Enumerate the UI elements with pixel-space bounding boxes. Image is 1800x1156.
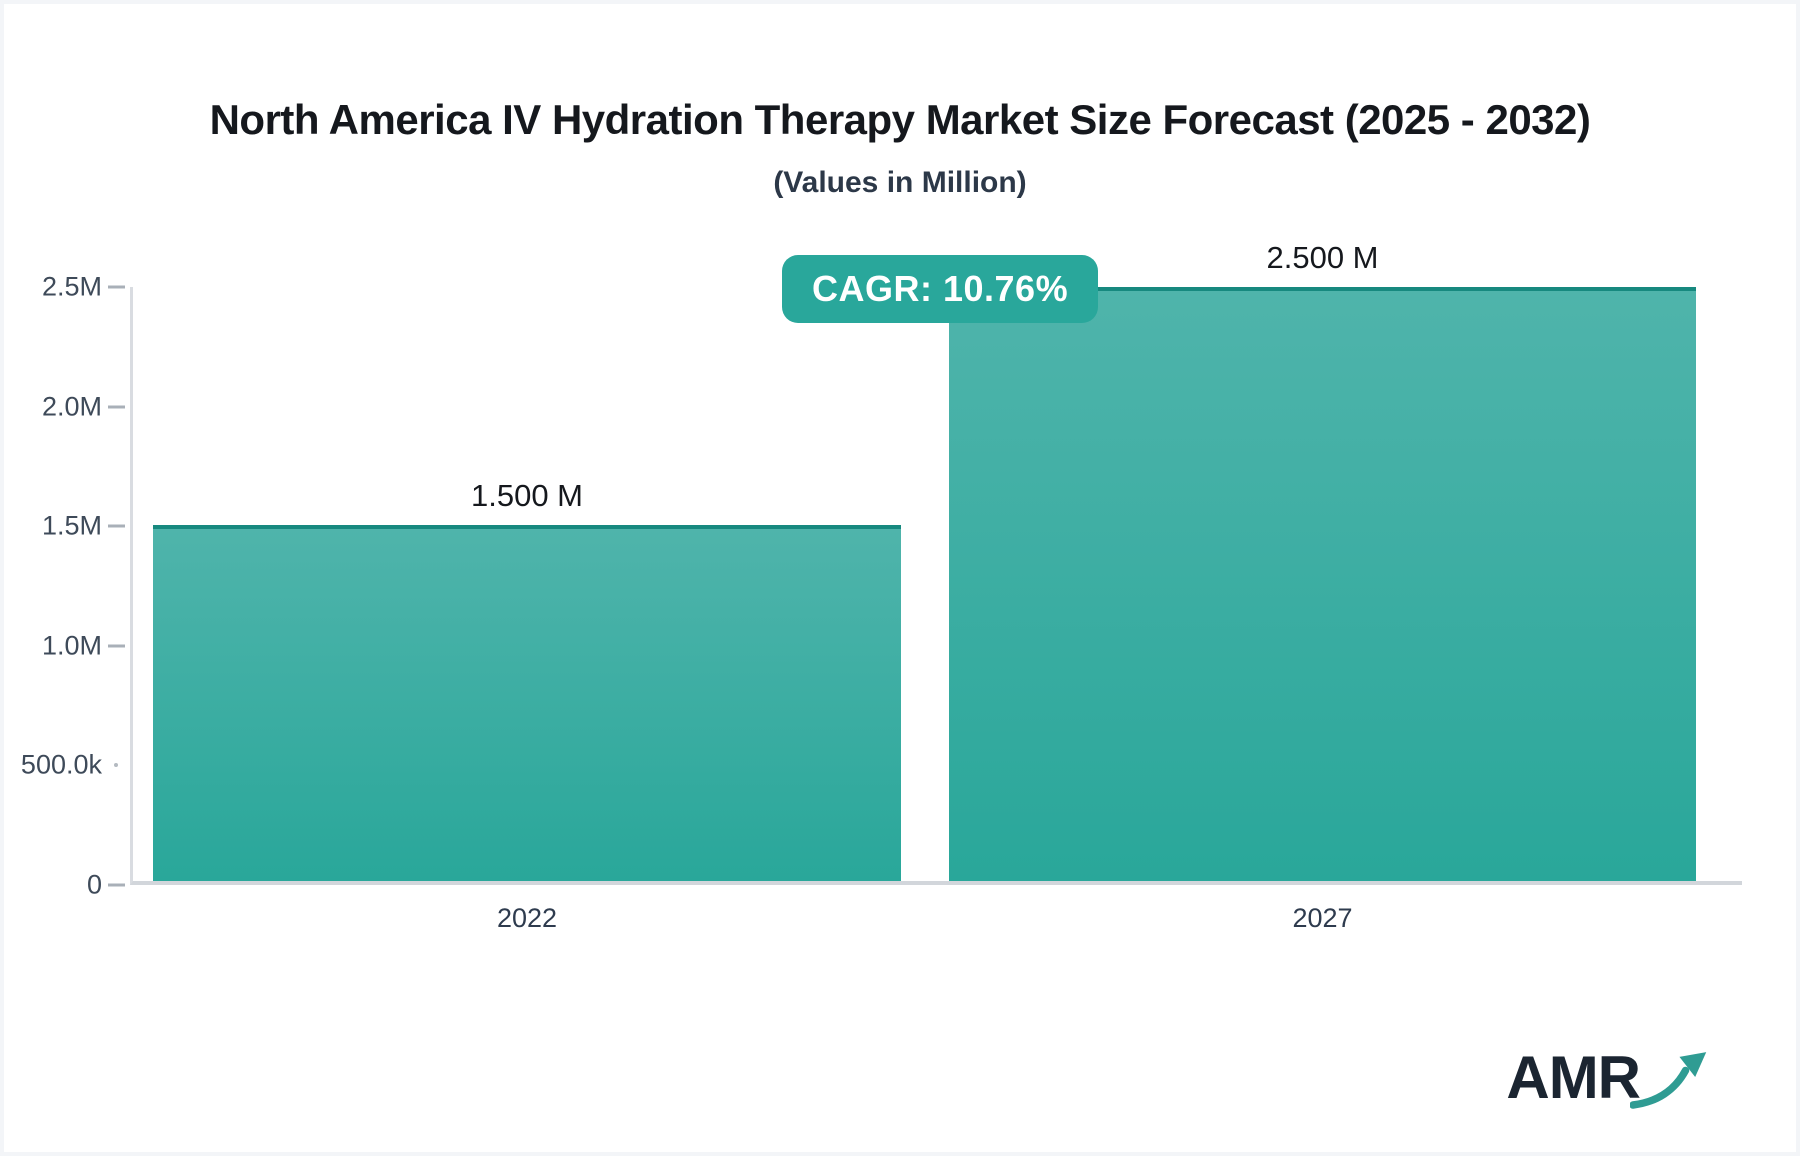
y-axis-tick-mark	[108, 524, 125, 528]
amr-logo-text: AMR	[1506, 1044, 1641, 1111]
plot-area: 1.500 M 2.500 M 2022 2027	[130, 241, 1742, 933]
y-axis-tick-label: 2.5M	[41, 271, 102, 302]
cagr-badge-label: CAGR: 10.76%	[812, 268, 1069, 309]
x-axis-label-2027: 2027	[1292, 903, 1353, 933]
y-axis-tick-mark	[108, 644, 125, 648]
y-axis-tick-label: 1.0M	[41, 630, 102, 661]
y-axis-tick-label: 1.5M	[41, 510, 102, 541]
chart-title: North America IV Hydration Therapy Marke…	[209, 96, 1591, 143]
bar-value-label-2027: 2.500 M	[1266, 240, 1379, 275]
cagr-badge: CAGR: 10.76%	[782, 255, 1099, 323]
y-axis-tick-label: 2.0M	[41, 391, 102, 422]
x-axis-label-2022: 2022	[496, 903, 558, 933]
growth-arrow-icon	[1630, 1052, 1707, 1109]
amr-logo: AMR	[1506, 1044, 1708, 1112]
chart-subtitle: (Values in Million)	[773, 166, 1027, 199]
bar-2027	[949, 287, 1696, 881]
y-axis-tick-mark	[108, 405, 125, 409]
y-axis: 0 500.0k 1.0M 1.5M 2.0M 2.5M	[4, 273, 130, 898]
y-axis-tick-label: 500.0k	[20, 749, 102, 780]
y-axis-tick-mark	[114, 763, 118, 768]
y-axis-tick-mark	[108, 883, 125, 887]
bar-value-label-2022: 1.500 M	[470, 477, 583, 513]
chart-card: North America IV Hydration Therapy Marke…	[4, 4, 1796, 1152]
y-axis-tick-mark	[108, 285, 125, 289]
y-axis-tick-label: 0	[86, 869, 102, 900]
bar-2022	[153, 524, 901, 881]
